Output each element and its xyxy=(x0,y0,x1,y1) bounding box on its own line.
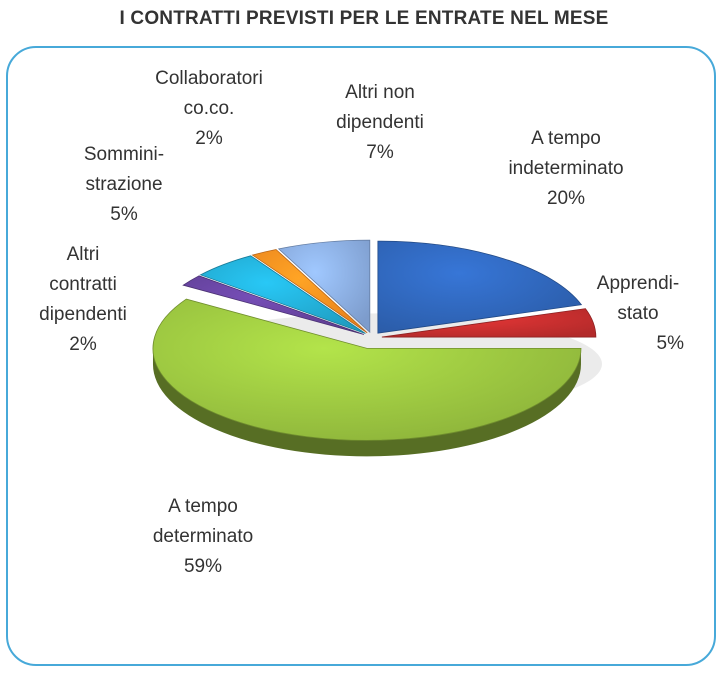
pie-slice-apprendistato xyxy=(381,308,597,338)
label-a-tempo-indeterminato-line1: A tempo xyxy=(531,128,601,149)
label-somministrazione-value: 5% xyxy=(110,204,138,225)
label-a-tempo-indeterminato: A tempo indeterminato 20% xyxy=(476,124,656,214)
chart-title: I CONTRATTI PREVISTI PER LE ENTRATE NEL … xyxy=(119,8,609,29)
label-a-tempo-determinato-line1: A tempo xyxy=(168,496,238,517)
label-somministrazione-line2: strazione xyxy=(85,174,163,195)
label-a-tempo-indeterminato-line2: indeterminato xyxy=(508,158,624,179)
label-apprendistato: Apprendi- stato 5% xyxy=(578,269,698,359)
label-apprendistato-line1: Apprendi- xyxy=(596,273,680,294)
pie-slice-altri-contratti-dipendenti xyxy=(182,275,365,335)
label-collaboratori-value: 2% xyxy=(195,128,223,149)
label-altri-contratti-dipendenti-line3: dipendenti xyxy=(39,304,127,325)
label-apprendistato-line2: stato xyxy=(617,303,659,324)
label-a-tempo-determinato-line2: determinato xyxy=(152,526,254,547)
label-altri-non-dipendenti: Altri non dipendenti 7% xyxy=(318,78,442,168)
pie-slice-somministrazione xyxy=(199,255,366,334)
label-altri-non-dipendenti-line1: Altri non xyxy=(345,82,415,103)
label-altri-contratti-dipendenti-value: 2% xyxy=(69,334,97,355)
label-apprendistato-value: 5% xyxy=(656,333,684,354)
pie-slice-collaboratori xyxy=(251,249,368,334)
pie-side-a-tempo-determinato xyxy=(152,348,581,457)
label-somministrazione: Sommini- strazione 5% xyxy=(66,140,182,230)
label-collaboratori-line2: co.co. xyxy=(183,98,235,119)
label-collaboratori: Collaboratori co.co. 2% xyxy=(134,64,284,154)
pie-slice-a-tempo-indeterminato xyxy=(377,240,583,334)
pie-slice-altri-non-dipendenti xyxy=(277,239,371,334)
label-altri-contratti-dipendenti: Altri contratti dipendenti 2% xyxy=(18,240,148,360)
label-altri-non-dipendenti-line2: dipendenti xyxy=(336,112,424,133)
label-a-tempo-determinato-value: 59% xyxy=(183,556,223,577)
label-a-tempo-indeterminato-value: 20% xyxy=(546,188,586,209)
pie-slice-a-tempo-determinato xyxy=(152,298,582,441)
label-altri-non-dipendenti-value: 7% xyxy=(366,142,394,163)
label-altri-contratti-dipendenti-line2: contratti xyxy=(49,274,117,295)
label-somministrazione-line1: Sommini- xyxy=(83,144,165,165)
label-collaboratori-line1: Collaboratori xyxy=(155,68,263,89)
label-altri-contratti-dipendenti-line1: Altri xyxy=(66,244,100,265)
label-a-tempo-determinato: A tempo determinato 59% xyxy=(118,492,288,582)
